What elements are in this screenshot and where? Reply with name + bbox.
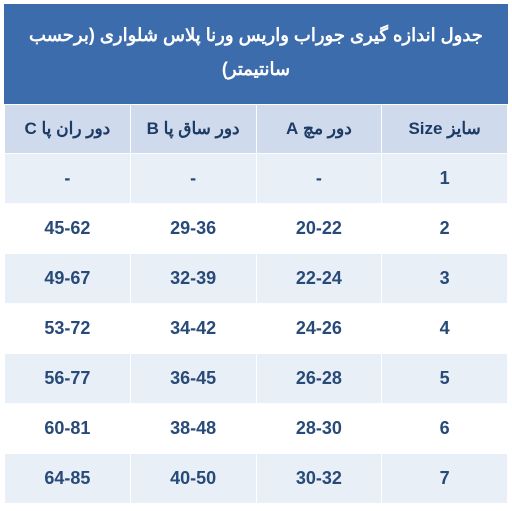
table-row: 7 30-32 40-50 64-85 bbox=[5, 454, 508, 504]
size-table: سایز Size دور مچ A دور ساق پا B دور ران … bbox=[4, 104, 508, 503]
cell: - bbox=[130, 154, 256, 204]
cell: 34-42 bbox=[130, 304, 256, 354]
table-row: 2 20-22 29-36 45-62 bbox=[5, 204, 508, 254]
table-header-row: سایز Size دور مچ A دور ساق پا B دور ران … bbox=[5, 105, 508, 154]
cell: 40-50 bbox=[130, 454, 256, 504]
cell: 24-26 bbox=[256, 304, 382, 354]
col-calf: دور ساق پا B bbox=[130, 105, 256, 154]
table-row: 6 28-30 38-48 60-81 bbox=[5, 404, 508, 454]
table-row: 3 22-24 32-39 49-67 bbox=[5, 254, 508, 304]
cell: 4 bbox=[382, 304, 508, 354]
cell: 30-32 bbox=[256, 454, 382, 504]
table-title: جدول اندازه گیری جوراب واریس ورنا پلاس ش… bbox=[4, 4, 508, 104]
cell: 45-62 bbox=[5, 204, 131, 254]
cell: 1 bbox=[382, 154, 508, 204]
cell: 60-81 bbox=[5, 404, 131, 454]
cell: 22-24 bbox=[256, 254, 382, 304]
cell: 6 bbox=[382, 404, 508, 454]
cell: 20-22 bbox=[256, 204, 382, 254]
table-row: 4 24-26 34-42 53-72 bbox=[5, 304, 508, 354]
col-ankle: دور مچ A bbox=[256, 105, 382, 154]
table-row: 5 26-28 36-45 56-77 bbox=[5, 354, 508, 404]
cell: 64-85 bbox=[5, 454, 131, 504]
table-row: 1 - - - bbox=[5, 154, 508, 204]
cell: 53-72 bbox=[5, 304, 131, 354]
cell: 2 bbox=[382, 204, 508, 254]
col-size: سایز Size bbox=[382, 105, 508, 154]
cell: - bbox=[256, 154, 382, 204]
cell: - bbox=[5, 154, 131, 204]
cell: 7 bbox=[382, 454, 508, 504]
cell: 32-39 bbox=[130, 254, 256, 304]
cell: 5 bbox=[382, 354, 508, 404]
cell: 49-67 bbox=[5, 254, 131, 304]
cell: 56-77 bbox=[5, 354, 131, 404]
size-table-container: جدول اندازه گیری جوراب واریس ورنا پلاس ش… bbox=[0, 0, 512, 511]
cell: 36-45 bbox=[130, 354, 256, 404]
cell: 28-30 bbox=[256, 404, 382, 454]
col-thigh: دور ران پا C bbox=[5, 105, 131, 154]
cell: 3 bbox=[382, 254, 508, 304]
cell: 38-48 bbox=[130, 404, 256, 454]
cell: 29-36 bbox=[130, 204, 256, 254]
table-body: 1 - - - 2 20-22 29-36 45-62 3 22-24 32-3… bbox=[5, 154, 508, 504]
cell: 26-28 bbox=[256, 354, 382, 404]
